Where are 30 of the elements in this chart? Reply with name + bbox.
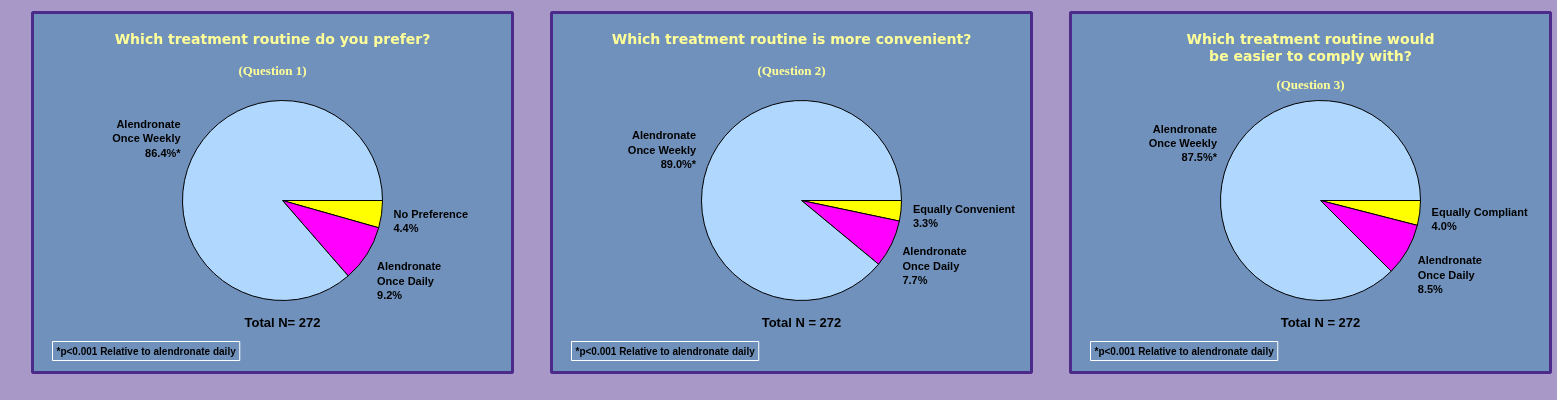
chart-title: Which treatment routine would be easier to comply with? <box>1186 30 1435 65</box>
text: Total N = 272 <box>761 315 842 330</box>
chart-subtitle: (Question 3) <box>1276 77 1345 92</box>
slice-label: Equally Compliant <box>1431 206 1528 219</box>
text: *p<0.001 Relative to alendronate daily <box>1094 345 1275 357</box>
slice-label: Alendronate Once Daily <box>377 260 442 287</box>
data-label: 87.5%* <box>1181 151 1218 164</box>
data-label: 9.2% <box>377 289 403 302</box>
data-label: 8.5% <box>1417 283 1444 296</box>
slice-label: Alendronate Once Weekly <box>1148 122 1218 150</box>
slice-label: Alendronate Once Daily <box>1417 254 1482 281</box>
chart-title: Which treatment routine do you prefer? <box>114 30 431 47</box>
chart-subtitle: (Question 1) <box>238 63 307 78</box>
data-label: 7.7% <box>902 274 928 287</box>
text: Total N= 272 <box>244 315 321 330</box>
slice-label: Alendronate Once Weekly <box>112 117 182 145</box>
data-label: 4.0% <box>1431 220 1457 233</box>
data-label: 4.4% <box>393 222 419 235</box>
data-label: 86.4%* <box>145 146 182 159</box>
text: *p<0.001 Relative to alendronate daily <box>56 345 237 357</box>
data-label: 3.3% <box>912 217 939 230</box>
data-label: 89.0%* <box>660 158 697 171</box>
text: *p<0.001 Relative to alendronate daily <box>575 345 756 357</box>
slice-label: Alendronate Once Daily <box>902 245 967 272</box>
chart-title: Which treatment routine is more convenient? <box>611 30 972 47</box>
chart-subtitle: (Question 2) <box>757 63 826 78</box>
slice-label: No Preference <box>393 207 469 220</box>
slice-label: Equally Convenient <box>912 202 1016 215</box>
slice-label: Alendronate Once Weekly <box>627 129 697 156</box>
text: Total N = 272 <box>1280 315 1361 330</box>
